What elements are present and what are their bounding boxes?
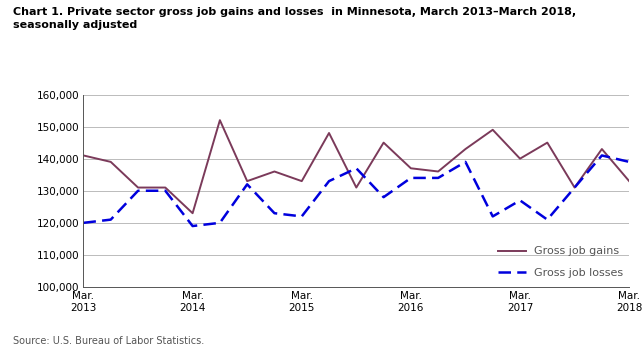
Gross job gains xyxy=(298,179,306,183)
Gross job gains xyxy=(352,186,360,190)
Text: Source: U.S. Bureau of Labor Statistics.: Source: U.S. Bureau of Labor Statistics. xyxy=(13,336,204,346)
Legend: Gross job gains, Gross job losses: Gross job gains, Gross job losses xyxy=(498,246,623,278)
Gross job losses xyxy=(270,211,278,215)
Gross job losses xyxy=(462,160,469,164)
Gross job losses xyxy=(625,160,633,164)
Gross job gains xyxy=(270,169,278,174)
Gross job gains xyxy=(407,166,415,170)
Gross job losses xyxy=(571,186,578,190)
Gross job losses xyxy=(80,221,87,225)
Gross job gains xyxy=(625,179,633,183)
Gross job losses xyxy=(516,198,524,202)
Gross job gains xyxy=(189,211,196,215)
Line: Gross job gains: Gross job gains xyxy=(83,120,629,213)
Gross job losses xyxy=(598,153,606,158)
Gross job losses xyxy=(189,224,196,228)
Gross job losses xyxy=(407,176,415,180)
Gross job gains xyxy=(162,186,169,190)
Gross job losses xyxy=(380,195,388,199)
Gross job losses xyxy=(107,217,115,222)
Gross job gains xyxy=(489,128,497,132)
Gross job gains xyxy=(516,156,524,161)
Gross job gains xyxy=(598,147,606,151)
Gross job losses xyxy=(489,214,497,218)
Line: Gross job losses: Gross job losses xyxy=(83,155,642,226)
Gross job losses xyxy=(243,182,251,187)
Gross job gains xyxy=(543,140,551,145)
Gross job gains xyxy=(243,179,251,183)
Gross job gains xyxy=(571,186,578,190)
Gross job gains xyxy=(325,131,333,135)
Gross job gains xyxy=(380,140,388,145)
Gross job gains xyxy=(107,160,115,164)
Text: Chart 1. Private sector gross job gains and losses  in Minnesota, March 2013–Mar: Chart 1. Private sector gross job gains … xyxy=(13,7,576,30)
Gross job losses xyxy=(134,189,142,193)
Gross job gains xyxy=(434,169,442,174)
Gross job losses xyxy=(434,176,442,180)
Gross job losses xyxy=(216,221,223,225)
Gross job losses xyxy=(543,217,551,222)
Gross job losses xyxy=(162,189,169,193)
Gross job gains xyxy=(462,147,469,151)
Gross job losses xyxy=(298,214,306,218)
Gross job gains xyxy=(134,186,142,190)
Gross job gains xyxy=(216,118,223,122)
Gross job gains xyxy=(80,153,87,158)
Gross job losses xyxy=(325,179,333,183)
Gross job losses xyxy=(352,166,360,170)
